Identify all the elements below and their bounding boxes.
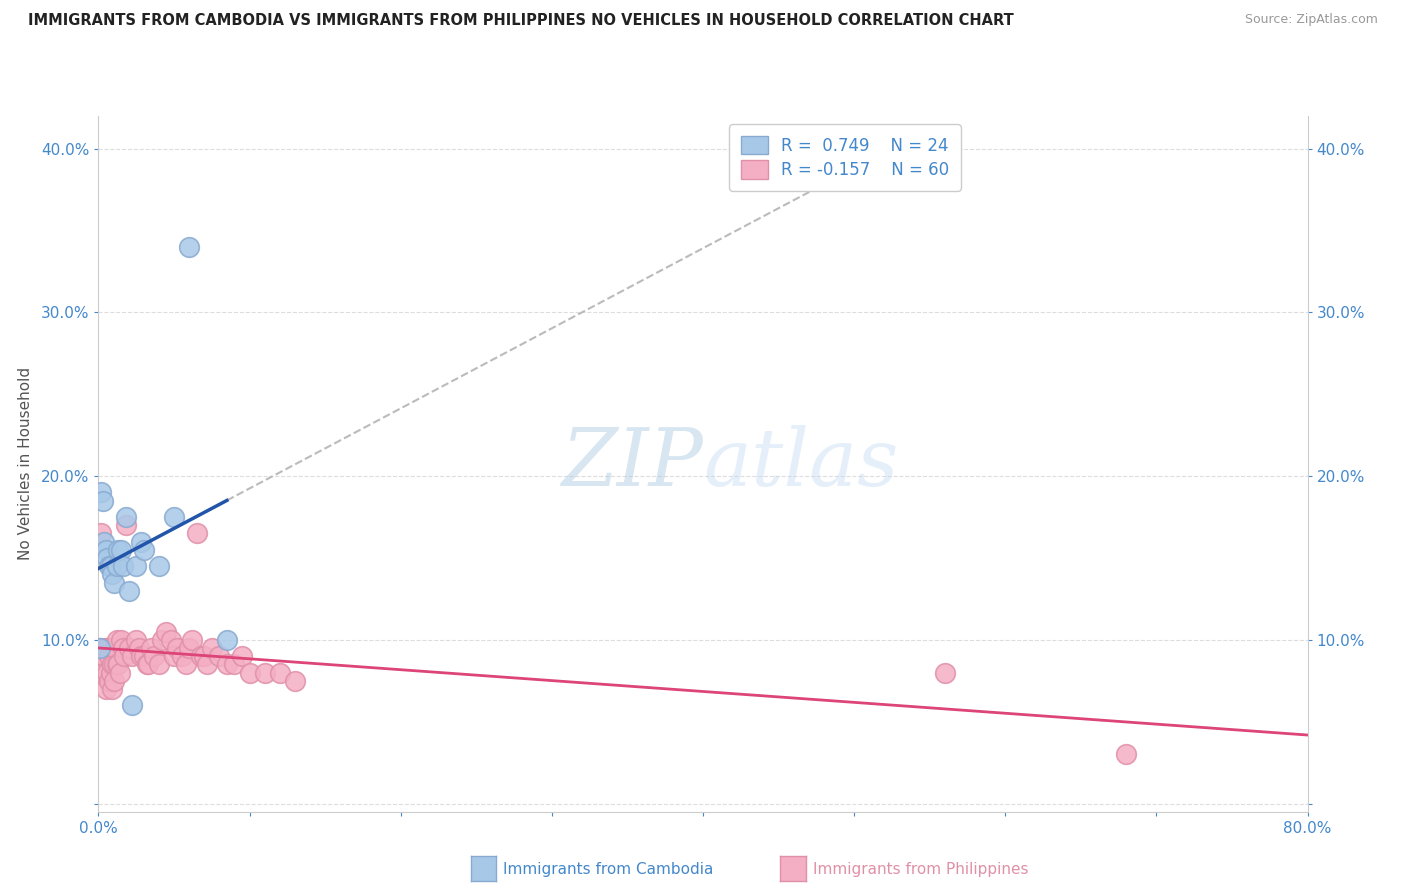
- Point: [141, 640, 163, 655]
- Point: [132, 542, 155, 557]
- Point: [208, 649, 231, 664]
- Point: [163, 649, 186, 664]
- Text: Immigrants from Philippines: Immigrants from Philippines: [813, 863, 1028, 877]
- Point: [128, 640, 150, 655]
- Point: [111, 640, 134, 655]
- Point: [125, 632, 148, 647]
- Point: [108, 665, 131, 680]
- Point: [148, 559, 170, 574]
- Point: [89, 640, 111, 655]
- Point: [101, 657, 124, 672]
- Y-axis label: No Vehicles in Household: No Vehicles in Household: [17, 368, 32, 560]
- Point: [118, 640, 141, 655]
- Point: [135, 657, 157, 672]
- Point: [150, 632, 173, 647]
- Point: [201, 640, 224, 655]
- Point: [107, 657, 129, 672]
- Point: [101, 567, 124, 582]
- Point: [129, 649, 152, 664]
- Point: [91, 493, 114, 508]
- Point: [166, 640, 188, 655]
- Point: [91, 657, 114, 672]
- Point: [96, 640, 118, 655]
- Point: [269, 665, 291, 680]
- Point: [132, 649, 155, 664]
- Point: [934, 665, 956, 680]
- Point: [190, 649, 212, 664]
- Point: [101, 681, 124, 696]
- Point: [105, 657, 128, 672]
- Point: [179, 240, 201, 254]
- Point: [160, 632, 183, 647]
- Point: [253, 665, 276, 680]
- Text: atlas: atlas: [703, 425, 898, 502]
- Point: [143, 649, 166, 664]
- Point: [121, 698, 143, 713]
- Point: [103, 657, 125, 672]
- Point: [224, 657, 246, 672]
- Point: [94, 542, 117, 557]
- Point: [111, 559, 134, 574]
- Point: [195, 657, 218, 672]
- Point: [105, 559, 128, 574]
- Point: [94, 681, 117, 696]
- Point: [181, 632, 204, 647]
- Point: [98, 559, 121, 574]
- Text: IMMIGRANTS FROM CAMBODIA VS IMMIGRANTS FROM PHILIPPINES NO VEHICLES IN HOUSEHOLD: IMMIGRANTS FROM CAMBODIA VS IMMIGRANTS F…: [28, 13, 1014, 29]
- Point: [129, 534, 152, 549]
- Point: [94, 640, 117, 655]
- Point: [104, 640, 127, 655]
- Point: [163, 510, 186, 524]
- Point: [89, 640, 111, 655]
- Point: [155, 624, 177, 639]
- Point: [174, 657, 197, 672]
- Point: [98, 649, 121, 664]
- Point: [118, 583, 141, 598]
- Point: [215, 657, 238, 672]
- Point: [90, 485, 112, 500]
- Point: [96, 551, 118, 566]
- Legend: R =  0.749    N = 24, R = -0.157    N = 60: R = 0.749 N = 24, R = -0.157 N = 60: [730, 124, 960, 191]
- Point: [98, 673, 121, 688]
- Point: [215, 632, 238, 647]
- Point: [112, 649, 135, 664]
- Text: Source: ZipAtlas.com: Source: ZipAtlas.com: [1244, 13, 1378, 27]
- Point: [170, 649, 193, 664]
- Text: Immigrants from Cambodia: Immigrants from Cambodia: [503, 863, 714, 877]
- Point: [136, 657, 159, 672]
- Point: [1115, 747, 1137, 762]
- Point: [193, 649, 215, 664]
- Point: [93, 534, 115, 549]
- Point: [110, 632, 132, 647]
- Point: [110, 542, 132, 557]
- Point: [239, 665, 262, 680]
- Point: [90, 526, 112, 541]
- Point: [284, 673, 307, 688]
- Point: [105, 632, 128, 647]
- Text: ZIP: ZIP: [561, 425, 703, 502]
- Point: [103, 673, 125, 688]
- Point: [186, 526, 208, 541]
- Point: [96, 665, 118, 680]
- Point: [125, 559, 148, 574]
- Point: [100, 665, 122, 680]
- Point: [114, 518, 136, 533]
- Point: [231, 649, 253, 664]
- Point: [93, 665, 115, 680]
- Point: [100, 559, 122, 574]
- Point: [107, 542, 129, 557]
- Point: [148, 657, 170, 672]
- Point: [121, 649, 143, 664]
- Point: [93, 649, 115, 664]
- Point: [103, 575, 125, 590]
- Point: [179, 640, 201, 655]
- Point: [114, 510, 136, 524]
